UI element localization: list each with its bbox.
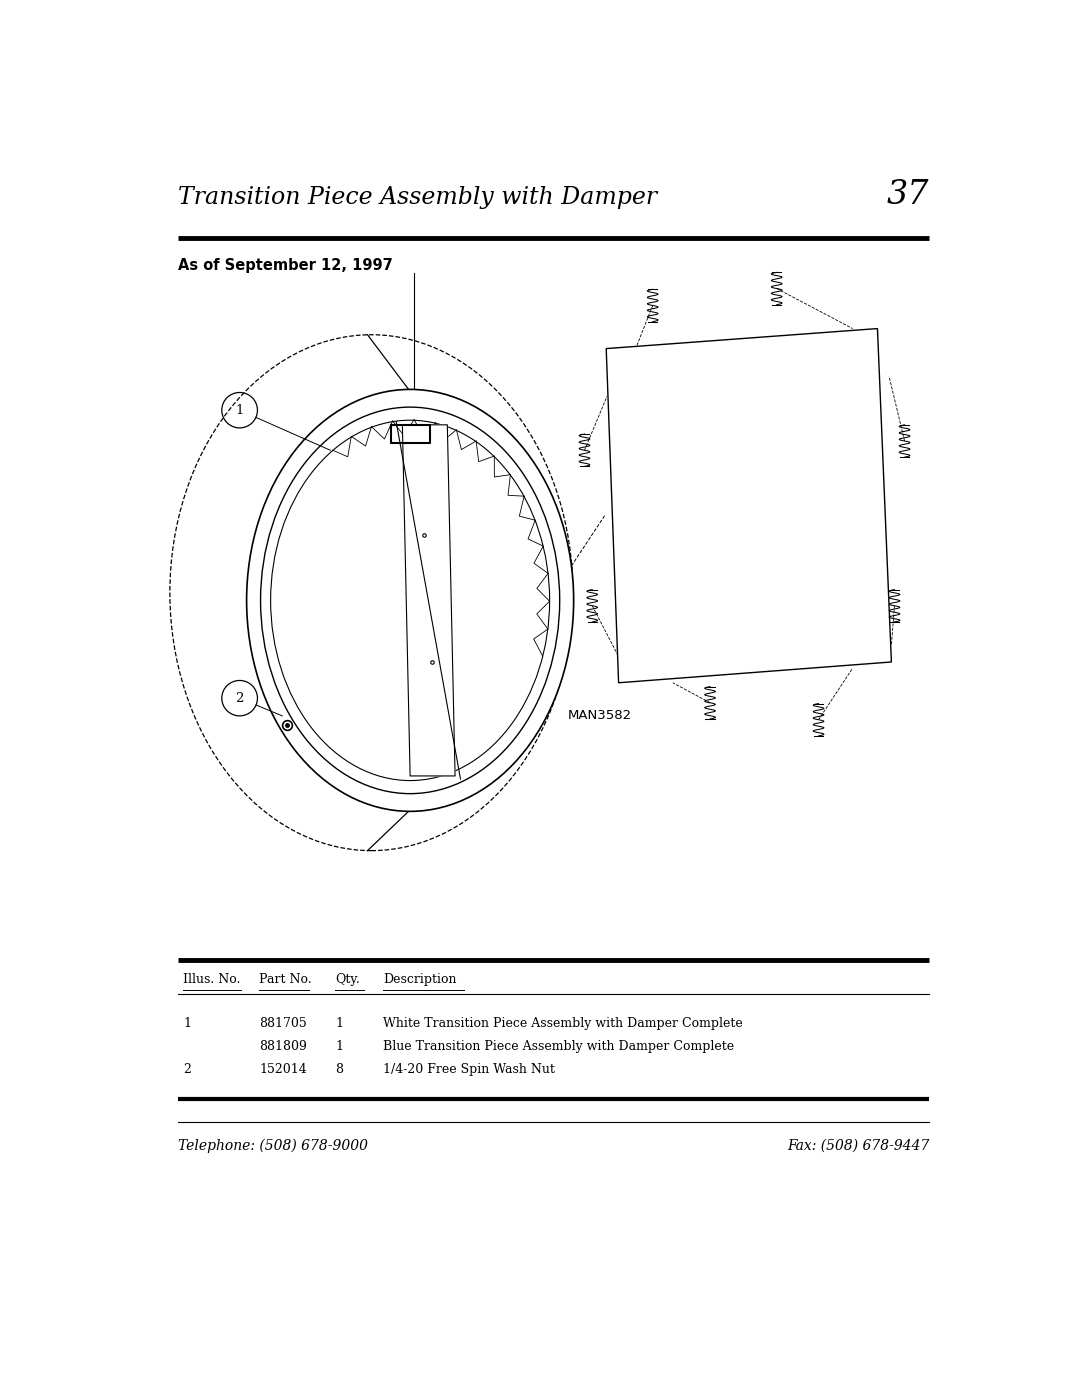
Text: 1: 1: [183, 1017, 191, 1030]
Text: Description: Description: [383, 974, 457, 986]
Text: Fax: (508) 678-9447: Fax: (508) 678-9447: [787, 1139, 930, 1153]
Text: 152014: 152014: [259, 1063, 307, 1076]
Ellipse shape: [246, 390, 573, 812]
Text: Qty.: Qty.: [335, 974, 360, 986]
Text: 2: 2: [235, 692, 244, 704]
Text: 37: 37: [887, 179, 930, 211]
Text: 1: 1: [235, 404, 244, 416]
Text: 2: 2: [183, 1063, 191, 1076]
Text: Illus. No.: Illus. No.: [183, 974, 241, 986]
Text: 8: 8: [335, 1063, 343, 1076]
Text: 881705: 881705: [259, 1017, 307, 1030]
Text: 1: 1: [335, 1017, 343, 1030]
Polygon shape: [606, 328, 891, 683]
Text: 881809: 881809: [259, 1039, 307, 1053]
Text: 1/4-20 Free Spin Wash Nut: 1/4-20 Free Spin Wash Nut: [383, 1063, 555, 1076]
Ellipse shape: [271, 420, 550, 781]
Text: Part No.: Part No.: [259, 974, 312, 986]
Text: White Transition Piece Assembly with Damper Complete: White Transition Piece Assembly with Dam…: [383, 1017, 743, 1030]
Text: MAN3582: MAN3582: [567, 710, 632, 722]
Text: Telephone: (508) 678-9000: Telephone: (508) 678-9000: [177, 1139, 367, 1153]
Text: 1: 1: [335, 1039, 343, 1053]
Text: Transition Piece Assembly with Damper: Transition Piece Assembly with Damper: [177, 186, 657, 208]
Polygon shape: [403, 425, 455, 775]
Text: Blue Transition Piece Assembly with Damper Complete: Blue Transition Piece Assembly with Damp…: [383, 1039, 734, 1053]
Ellipse shape: [260, 407, 559, 793]
Text: As of September 12, 1997: As of September 12, 1997: [177, 257, 392, 272]
